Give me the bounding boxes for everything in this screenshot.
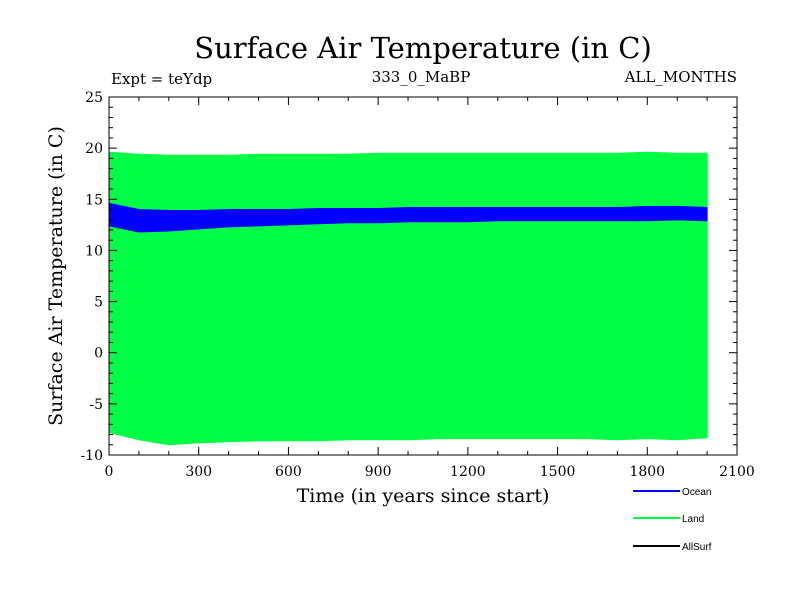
legend: Ocean Land AllSurf xyxy=(633,487,712,553)
y-tick-label: -10 xyxy=(80,448,103,464)
x-tick-label: 0 xyxy=(105,464,114,480)
x-tick-label: 2100 xyxy=(719,464,755,480)
x-tick-label: 1200 xyxy=(450,464,486,480)
x-tick-label: 600 xyxy=(275,464,302,480)
y-axis-label: Surface Air Temperature (in C) xyxy=(45,126,67,426)
x-axis: 0 300 600 900 1200 1500 1800 2100 xyxy=(105,97,755,480)
chart-subtitle-left: Expt = teYdp xyxy=(111,70,212,88)
x-tick-label: 900 xyxy=(365,464,392,480)
y-tick-label: 25 xyxy=(85,90,103,106)
series-band-ocean xyxy=(108,202,708,233)
legend-label-allsurf: AllSurf xyxy=(682,542,712,553)
x-tick-label: 300 xyxy=(185,464,212,480)
y-tick-label: -5 xyxy=(89,397,103,413)
y-tick-label: 15 xyxy=(85,192,103,208)
plot-area xyxy=(108,151,708,446)
y-axis: -10 -5 0 5 10 15 20 25 xyxy=(80,90,737,464)
chart-subtitle-right: ALL_MONTHS xyxy=(624,68,737,86)
y-tick-label: 20 xyxy=(85,141,103,157)
y-tick-label: 5 xyxy=(94,295,103,311)
x-tick-label: 1500 xyxy=(540,464,576,480)
plot-frame xyxy=(108,96,738,456)
chart-title: Surface Air Temperature (in C) xyxy=(194,31,652,65)
legend-label-ocean: Ocean xyxy=(682,487,711,498)
x-tick-label: 1800 xyxy=(629,464,665,480)
chart-subtitle-center: 333_0_MaBP xyxy=(372,68,471,86)
y-tick-label: 10 xyxy=(85,243,103,259)
legend-label-land: Land xyxy=(682,514,704,525)
x-axis-label: Time (in years since start) xyxy=(297,485,550,507)
series-band-land xyxy=(108,151,708,446)
y-tick-label: 0 xyxy=(94,346,103,362)
